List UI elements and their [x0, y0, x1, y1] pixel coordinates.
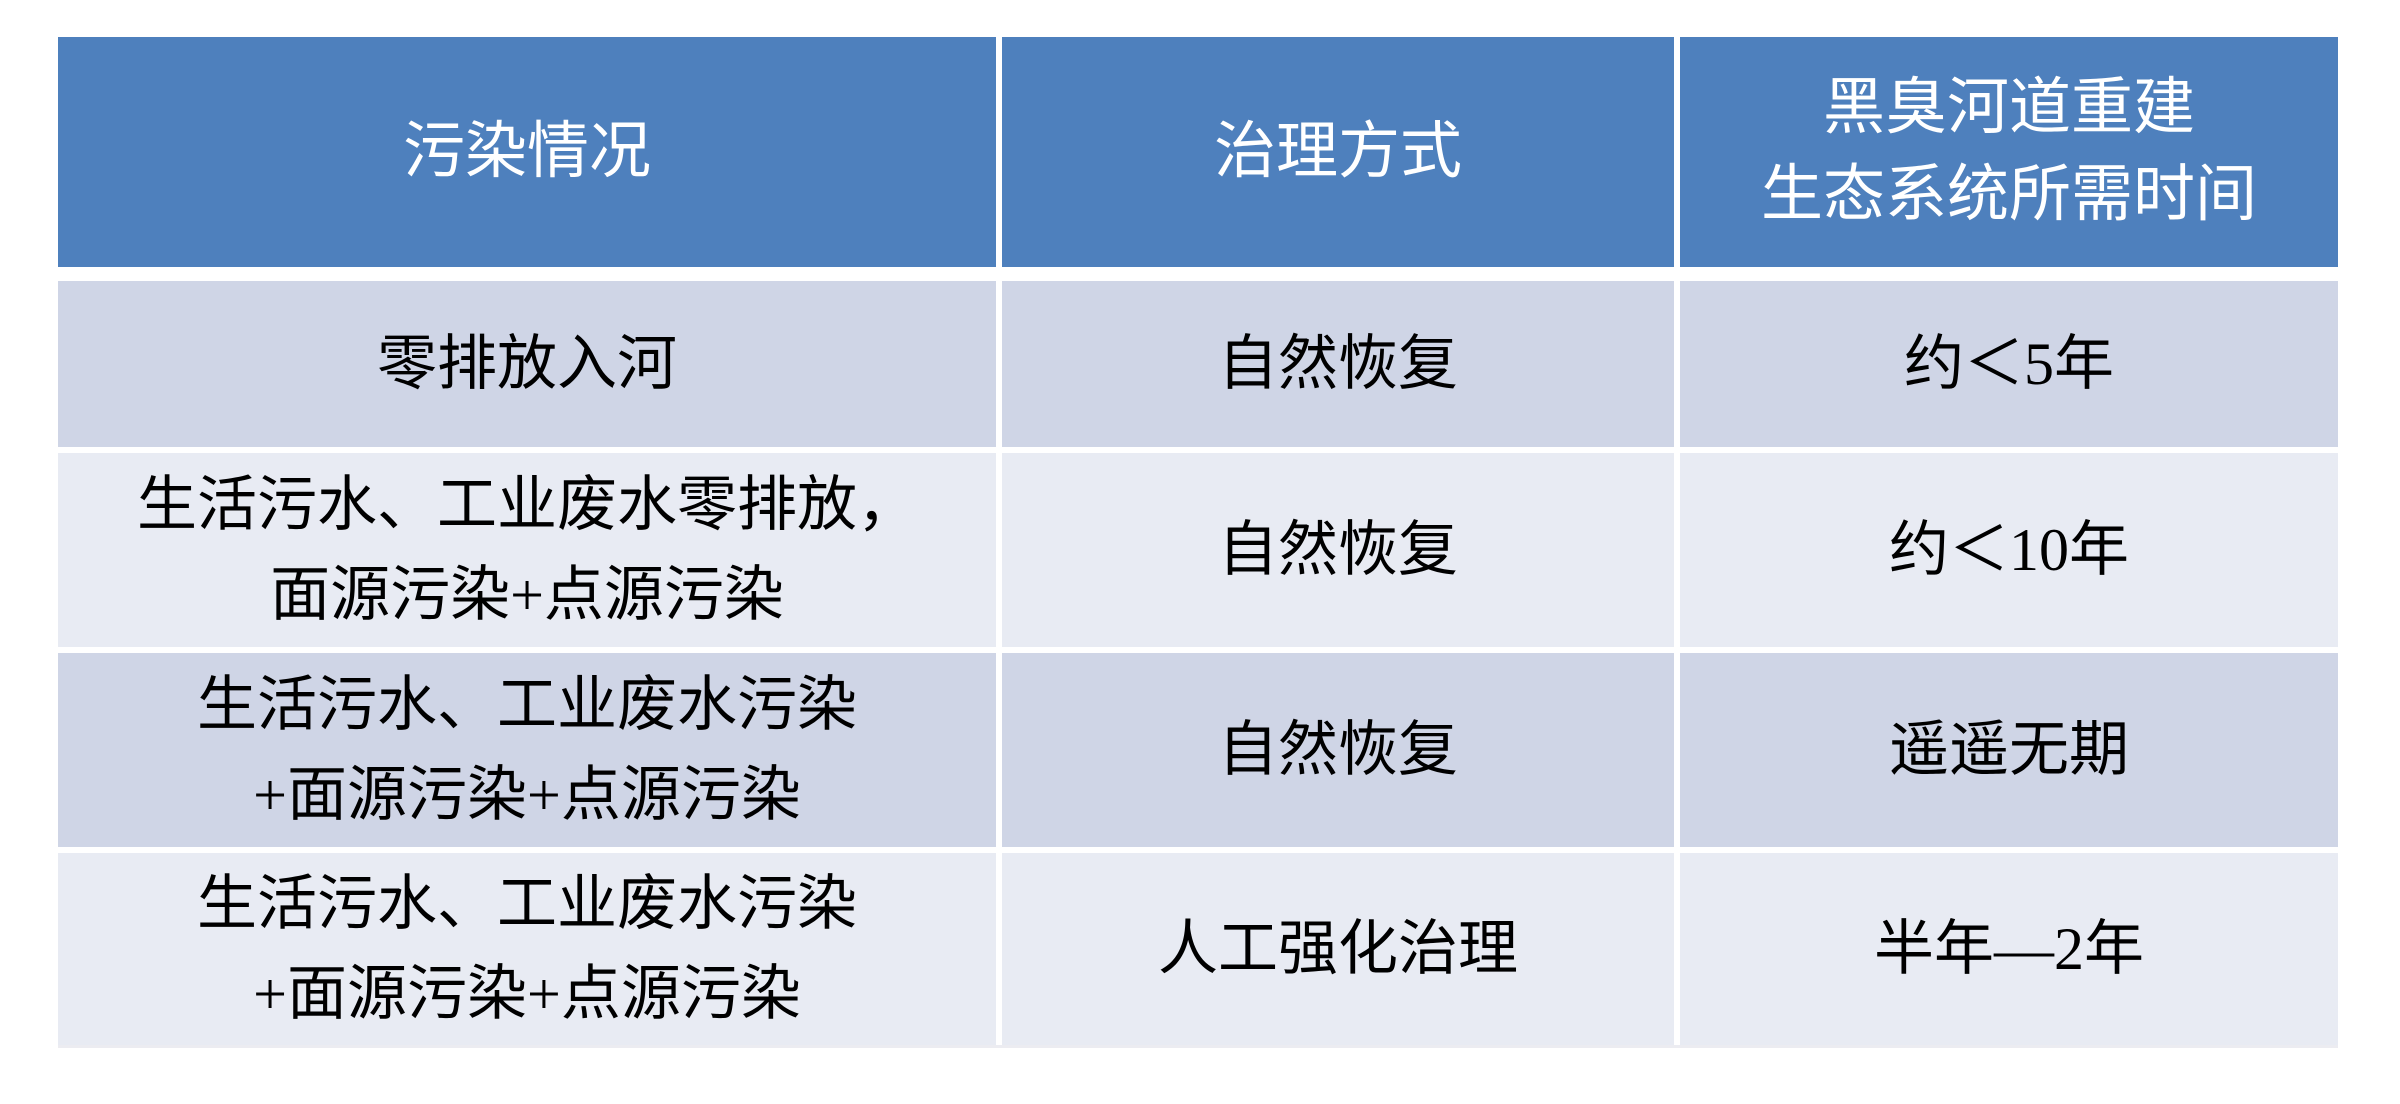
column-header-pollution: 污染情况 — [58, 37, 996, 275]
cell-row3-treatment: 自然恢复 — [1002, 653, 1674, 847]
cell-row2-time: 约＜10年 — [1680, 453, 2338, 647]
pollution-treatment-table: 污染情况 治理方式 黑臭河道重建 生态系统所需时间 零排放入河 自然恢复 约＜5… — [58, 37, 2338, 1048]
cell-row1-treatment: 自然恢复 — [1002, 281, 1674, 447]
cell-row3-pollution: 生活污水、工业废水污染 +面源污染+点源污染 — [58, 653, 996, 847]
cell-row2-treatment: 自然恢复 — [1002, 453, 1674, 647]
cell-row4-pollution: 生活污水、工业废水污染 +面源污染+点源污染 — [58, 853, 996, 1045]
cell-row2-pollution: 生活污水、工业废水零排放， 面源污染+点源污染 — [58, 453, 996, 647]
cell-row4-treatment: 人工强化治理 — [1002, 853, 1674, 1045]
column-header-restore-time: 黑臭河道重建 生态系统所需时间 — [1680, 37, 2338, 275]
column-header-treatment: 治理方式 — [1002, 37, 1674, 275]
cell-row1-pollution: 零排放入河 — [58, 281, 996, 447]
cell-row1-time: 约＜5年 — [1680, 281, 2338, 447]
cell-row4-time: 半年—2年 — [1680, 853, 2338, 1045]
cell-row3-time: 遥遥无期 — [1680, 653, 2338, 847]
